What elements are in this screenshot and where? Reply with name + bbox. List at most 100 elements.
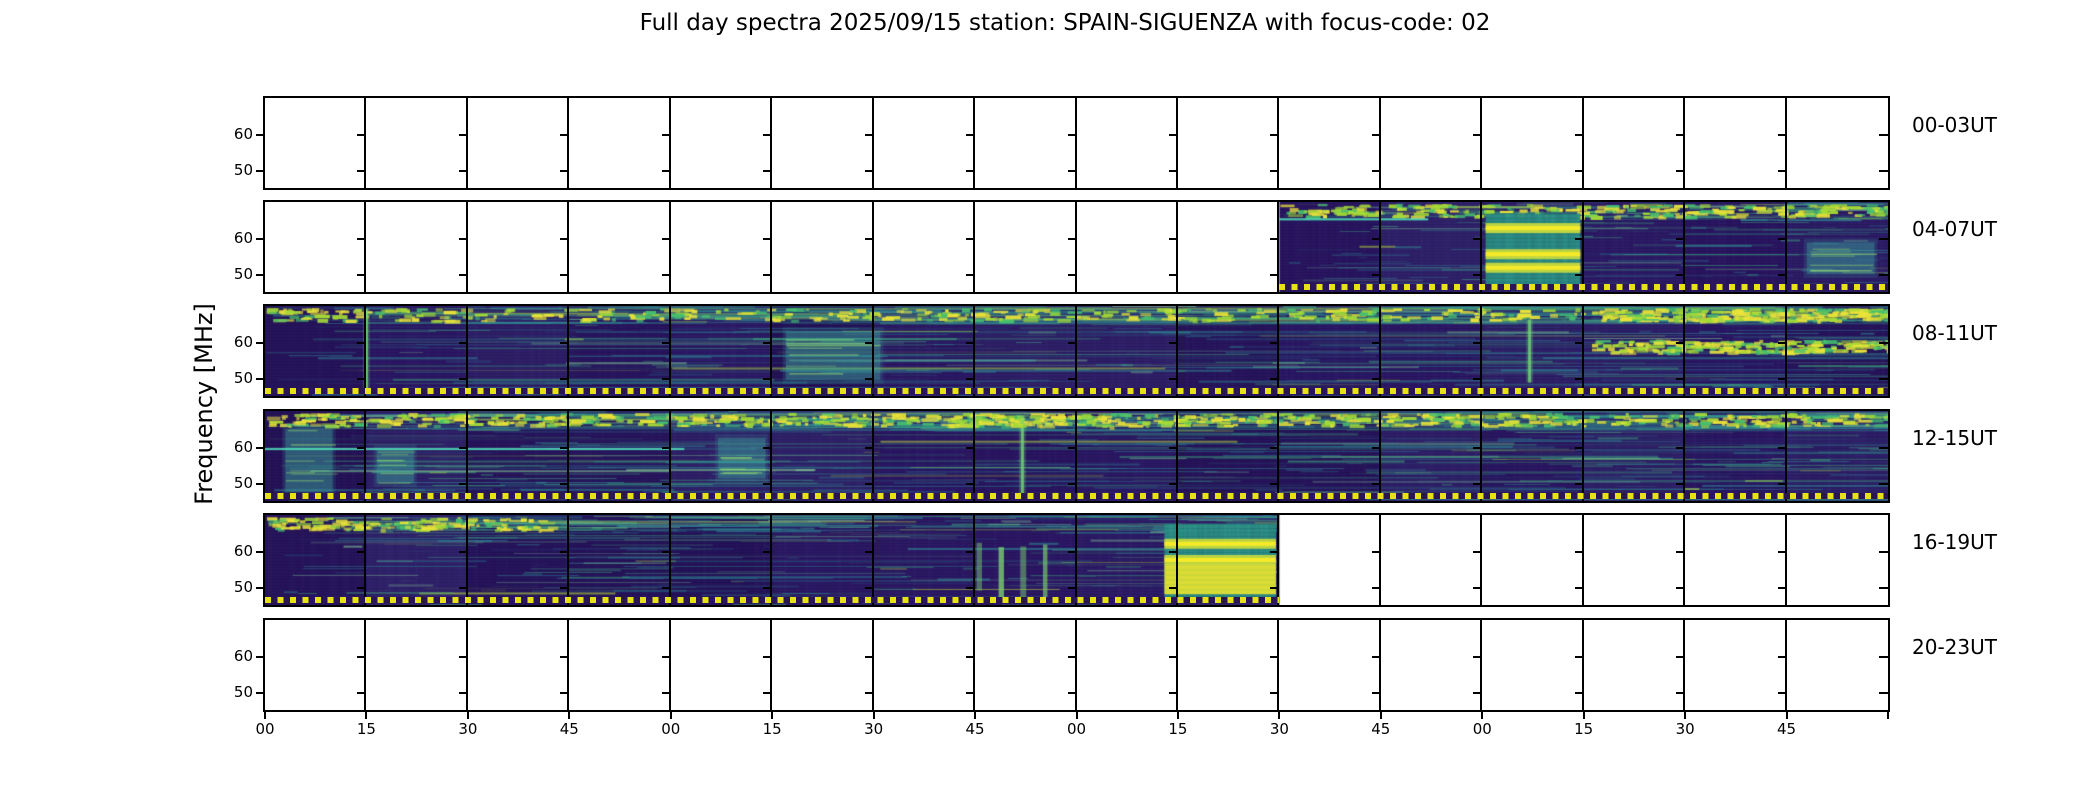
y-tick-mark (1067, 342, 1077, 344)
y-tick-mark (1879, 170, 1888, 172)
y-tick-mark (458, 656, 468, 658)
y-tick-mark (966, 134, 976, 136)
y-tick-mark (1574, 378, 1584, 380)
y-tick-mark (763, 447, 773, 449)
y-tick-mark (864, 274, 874, 276)
y-tick-mark (966, 447, 976, 449)
y-tick-mark (1067, 551, 1077, 553)
y-tick-mark (1879, 551, 1888, 553)
y-tick-mark (864, 342, 874, 344)
x-tick-mark (669, 712, 672, 719)
y-tick-label: 60 (233, 438, 253, 456)
y-tick-mark (1371, 238, 1381, 240)
y-tick-mark (661, 551, 671, 553)
y-tick-mark (256, 274, 265, 276)
y-tick-mark (1574, 656, 1584, 658)
y-tick-mark (1168, 378, 1178, 380)
y-tick-mark (357, 238, 367, 240)
y-tick-mark (256, 447, 265, 449)
y-tick-mark (661, 170, 671, 172)
x-tick-label: 15 (762, 720, 782, 738)
y-tick-mark (1168, 134, 1178, 136)
y-tick-mark (1473, 692, 1483, 694)
y-tick-mark (1473, 274, 1483, 276)
y-tick-mark (661, 656, 671, 658)
y-tick-mark (1879, 134, 1888, 136)
y-tick-mark (1270, 483, 1280, 485)
y-tick-mark (1676, 134, 1686, 136)
y-tick-label: 50 (233, 265, 253, 283)
y-tick-mark (763, 692, 773, 694)
y-tick-label: 50 (233, 161, 253, 179)
y-tick-label: 60 (233, 229, 253, 247)
y-tick-mark (560, 483, 570, 485)
data-coverage-marker-line (265, 493, 1888, 499)
spectra-row-12-15UT: 60 50 (234, 409, 1890, 503)
y-tick-mark (1270, 170, 1280, 172)
y-tick-mark (1777, 170, 1787, 172)
y-tick-mark (560, 551, 570, 553)
y-tick-mark (357, 551, 367, 553)
x-tick-mark (466, 712, 469, 719)
y-tick-mark (357, 656, 367, 658)
y-tick-mark (1879, 447, 1888, 449)
y-tick-mark (256, 656, 265, 658)
y-tick-mark (458, 134, 468, 136)
y-tick-label: 60 (233, 125, 253, 143)
y-tick-mark (966, 587, 976, 589)
y-tick-mark (1676, 483, 1686, 485)
y-tick-mark (1473, 483, 1483, 485)
y-tick-mark (1879, 692, 1888, 694)
y-tick-mark (763, 656, 773, 658)
y-tick-mark (1879, 378, 1888, 380)
y-tick-mark (256, 134, 265, 136)
x-tick-mark (1582, 712, 1585, 719)
y-tick-mark (1574, 551, 1584, 553)
spectrogram-canvas (265, 620, 1888, 710)
x-tick-label: 30 (864, 720, 884, 738)
x-tick-label: 45 (965, 720, 985, 738)
y-tick-mark (661, 238, 671, 240)
figure-title: Full day spectra 2025/09/15 station: SPA… (639, 10, 1491, 36)
spectra-row-00-03UT: 60 50 (234, 96, 1890, 190)
y-tick-mark (1777, 134, 1787, 136)
y-tick-mark (763, 551, 773, 553)
y-tick-label: 50 (233, 369, 253, 387)
y-tick-mark (1371, 587, 1381, 589)
x-tick-mark (771, 712, 774, 719)
y-tick-mark (1270, 342, 1280, 344)
x-tick-mark (1887, 712, 1889, 719)
y-tick-mark (357, 447, 367, 449)
y-tick-mark (1777, 447, 1787, 449)
y-tick-mark (1270, 656, 1280, 658)
y-tick-mark (357, 134, 367, 136)
y-tick-mark (1270, 238, 1280, 240)
y-tick-mark (1473, 656, 1483, 658)
x-tick-label: 00 (1066, 720, 1087, 738)
y-tick-mark (357, 378, 367, 380)
x-tick-label: 00 (661, 720, 681, 738)
y-tick-mark (966, 342, 976, 344)
y-tick-mark (1879, 656, 1888, 658)
y-tick-mark (256, 342, 265, 344)
y-tick-mark (1168, 447, 1178, 449)
y-tick-mark (1574, 447, 1584, 449)
y-tick-mark (1777, 551, 1787, 553)
y-tick-mark (966, 378, 976, 380)
y-tick-mark (1371, 656, 1381, 658)
y-tick-mark (458, 274, 468, 276)
y-tick-mark (966, 483, 976, 485)
y-tick-mark (1067, 447, 1077, 449)
y-tick-mark (1168, 342, 1178, 344)
y-tick-mark (1574, 342, 1584, 344)
row-label: 20-23UT (1912, 635, 1997, 659)
y-tick-mark (458, 447, 468, 449)
y-tick-mark (1270, 551, 1280, 553)
y-tick-mark (1777, 274, 1787, 276)
y-tick-mark (763, 483, 773, 485)
x-tick-mark (1278, 712, 1281, 719)
x-tick-label: 00 (1472, 720, 1492, 738)
y-tick-mark (966, 656, 976, 658)
y-tick-mark (966, 274, 976, 276)
